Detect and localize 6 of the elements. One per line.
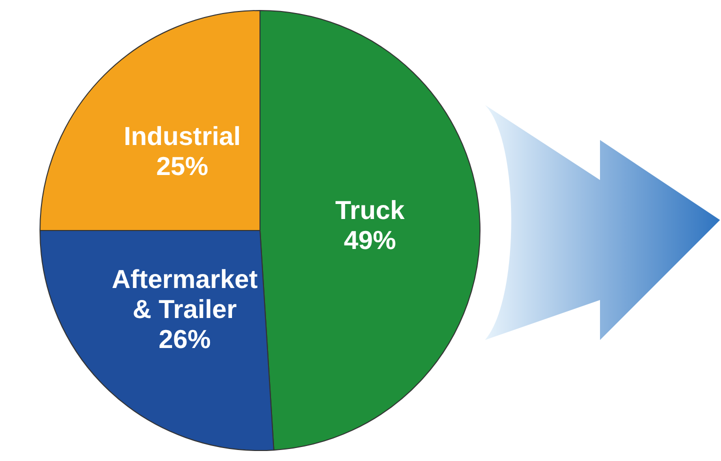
slice-label: Truck: [335, 195, 406, 226]
slice-label: Aftermarket & Trailer: [112, 264, 258, 324]
data-label: 26%: [158, 324, 211, 354]
slice-label: Industrial: [124, 120, 241, 151]
data-label: 25%: [156, 150, 208, 181]
data-label: 49%: [344, 225, 396, 256]
